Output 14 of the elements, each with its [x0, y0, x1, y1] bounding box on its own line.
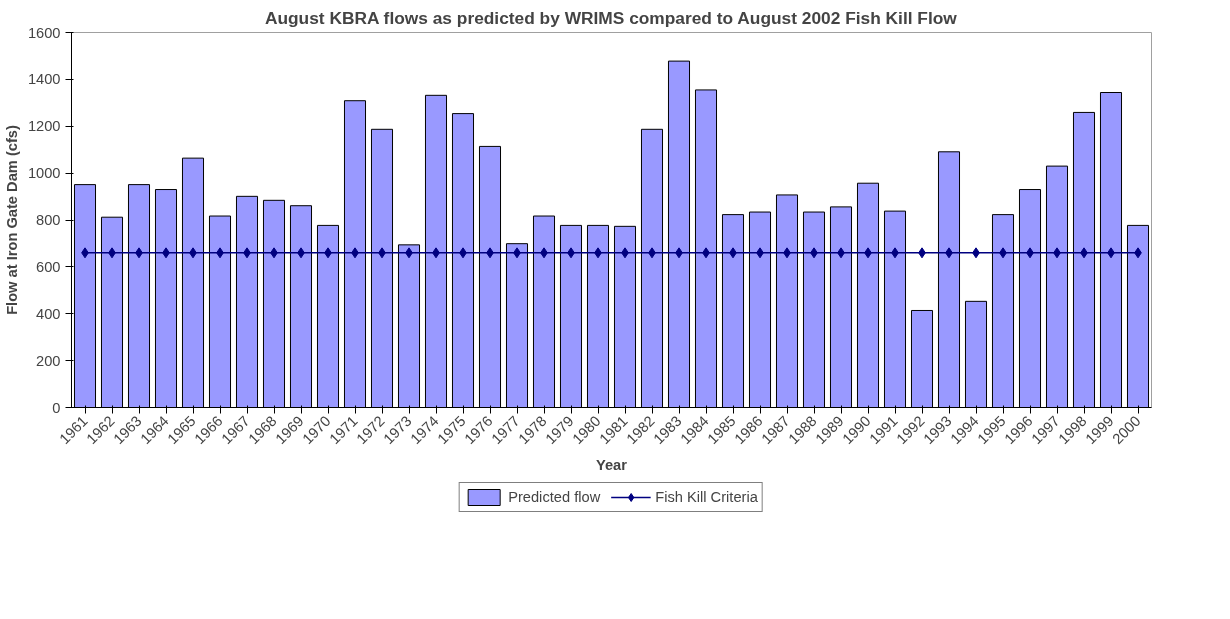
y-axis-title: Flow at Iron Gate Dam (cfs) — [3, 125, 20, 315]
y-tick-label: 200 — [36, 352, 61, 369]
chart-title: August KBRA flows as predicted by WRIMS compared to August 2002 Fish Kill Flow — [264, 7, 958, 28]
y-tick-label: 400 — [36, 305, 61, 322]
y-tick-label: 800 — [36, 212, 61, 228]
legend-label: Fish Kill Criteria — [655, 489, 758, 505]
y-tick-label: 1000 — [27, 165, 61, 182]
legend-label: Predicted flow — [508, 489, 601, 505]
y-tick-label: 1600 — [27, 24, 61, 41]
y-tick-label: 600 — [36, 258, 61, 275]
y-tick-label: 0 — [52, 399, 61, 416]
y-tick-label: 1400 — [27, 71, 61, 88]
x-axis-title: Year — [596, 456, 628, 473]
y-tick-label: 1200 — [27, 118, 61, 135]
